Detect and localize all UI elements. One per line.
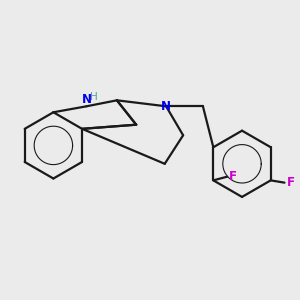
Text: H: H [91, 92, 98, 102]
Text: N: N [161, 100, 171, 113]
Text: N: N [82, 93, 92, 106]
Text: F: F [286, 176, 295, 189]
Text: F: F [229, 170, 237, 183]
